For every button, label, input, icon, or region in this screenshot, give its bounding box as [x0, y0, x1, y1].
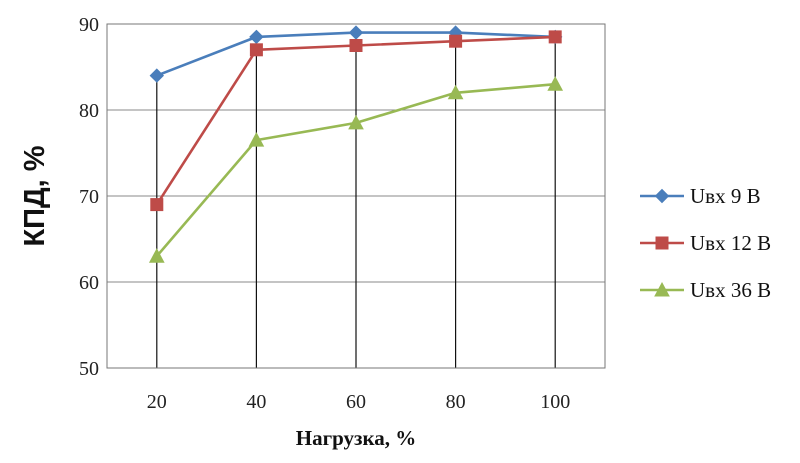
data-point — [149, 68, 165, 83]
data-point — [547, 76, 564, 91]
legend-item: Uвх 36 В — [640, 278, 771, 302]
x-tick-label: 40 — [246, 391, 266, 413]
y-axis-title: КПД, % — [19, 145, 51, 246]
y-tick-label: 70 — [79, 186, 99, 208]
series-triangle — [148, 76, 564, 263]
plot-frame — [106, 23, 606, 369]
legend-marker — [655, 236, 669, 250]
grid — [107, 23, 605, 369]
y-tick-label: 80 — [79, 100, 99, 122]
data-point — [349, 39, 363, 52]
y-tick-label: 60 — [79, 272, 99, 294]
legend: Uвх 9 В Uвх 12 В Uвх 36 В — [640, 184, 771, 302]
data-point — [348, 114, 364, 130]
x-tick-label: 80 — [446, 391, 466, 413]
series-layer — [148, 25, 564, 263]
legend-label: Uвх 36 В — [690, 278, 771, 302]
data-point — [548, 30, 562, 44]
legend-item: Uвх 9 В — [640, 184, 761, 208]
data-point — [447, 84, 464, 100]
y-tick-label: 90 — [79, 14, 99, 36]
legend-label: Uвх 9 В — [690, 184, 761, 208]
x-tick-label: 100 — [540, 391, 570, 413]
y-tick-label: 50 — [79, 358, 99, 380]
y-tick-labels: 50 60 70 80 90 — [79, 14, 99, 380]
data-point — [150, 198, 164, 212]
series-square — [150, 30, 562, 212]
data-point — [148, 248, 165, 263]
legend-label: Uвх 12 В — [690, 231, 771, 255]
legend-marker — [654, 188, 670, 204]
x-axis-title: Нагрузка, % — [296, 426, 417, 450]
legend-marker — [654, 281, 670, 297]
x-tick-label: 60 — [346, 391, 366, 413]
data-point — [249, 29, 264, 45]
data-point — [248, 132, 265, 147]
x-tick-label: 20 — [147, 391, 167, 413]
data-point — [449, 34, 463, 48]
data-point — [348, 25, 364, 40]
data-point — [249, 43, 263, 57]
x-tick-labels: 20 40 60 80 100 — [147, 391, 570, 413]
legend-item: Uвх 12 В — [640, 231, 771, 255]
